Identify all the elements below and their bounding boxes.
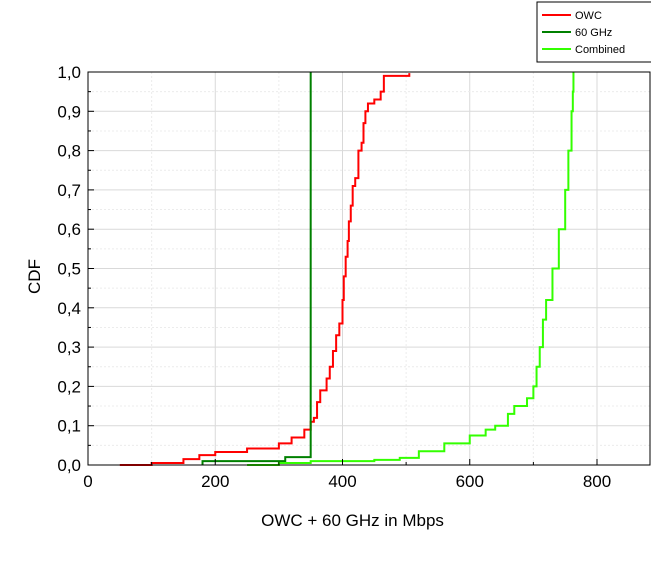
legend-label: Combined <box>575 44 625 56</box>
y-tick-label: 0,5 <box>57 260 81 279</box>
legend: OWC 60 GHz Combined <box>536 1 651 63</box>
axis-ticks <box>87 71 598 466</box>
legend-label: 60 GHz <box>575 27 612 39</box>
x-tick-label: 200 <box>201 472 229 491</box>
y-tick-label: 0,4 <box>57 299 81 318</box>
y-tick-label: 0,8 <box>57 142 81 161</box>
y-tick-label: 0,1 <box>57 417 81 436</box>
y-tick-label: 0,0 <box>57 456 81 475</box>
x-tick-label: 600 <box>456 472 484 491</box>
y-tick-label: 0,7 <box>57 181 81 200</box>
x-tick-label: 800 <box>583 472 611 491</box>
y-tick-label: 0,6 <box>57 220 81 239</box>
y-tick-label: 0,2 <box>57 377 81 396</box>
series-line-owc <box>119 73 411 466</box>
series-line-60-ghz <box>201 72 312 465</box>
tick-labels: 0 200 400 600 800 0,0 0,1 0,2 0,3 0,4 0,5 0,6 0,7 0,8… <box>57 63 611 491</box>
series-lines <box>119 72 575 466</box>
grid-lines <box>88 72 650 465</box>
y-axis-label: CDF <box>25 259 44 294</box>
x-axis-label: OWC + 60 GHz in Mbps <box>261 511 444 530</box>
x-tick-label: 0 <box>83 472 92 491</box>
x-tick-label: 400 <box>328 472 356 491</box>
y-tick-label: 0,9 <box>57 102 81 121</box>
legend-label: OWC <box>575 10 602 22</box>
y-tick-label: 1,0 <box>57 63 81 82</box>
series-line-combined <box>247 72 575 466</box>
y-tick-label: 0,3 <box>57 338 81 357</box>
